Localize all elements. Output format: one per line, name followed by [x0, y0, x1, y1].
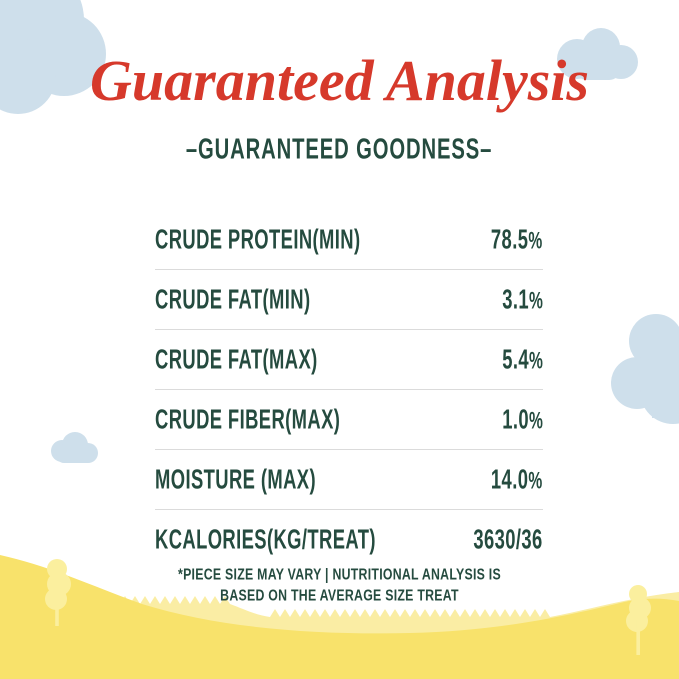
cloud-right-middle-icon — [611, 314, 679, 424]
table-row: CRUDE FAT(MIN) 3.1% — [155, 270, 543, 330]
row-value-unit: % — [528, 287, 543, 315]
row-value: 5.4% — [502, 343, 543, 376]
table-row: CRUDE FIBER(MAX) 1.0% — [155, 390, 543, 450]
row-value: 78.5% — [491, 223, 543, 256]
analysis-table: CRUDE PROTEIN(MIN) 78.5% CRUDE FAT(MIN) … — [155, 210, 543, 569]
page-title: Guaranteed Analysis — [90, 48, 589, 113]
row-value: 1.0% — [502, 403, 543, 436]
subtitle: –GUARANTEED GOODNESS– — [0, 132, 679, 165]
row-value-number: 5.4 — [501, 342, 529, 375]
table-row: CRUDE FAT(MAX) 5.4% — [155, 330, 543, 390]
table-row: CRUDE PROTEIN(MIN) 78.5% — [155, 210, 543, 270]
tree-right-icon — [626, 585, 651, 655]
row-label: CRUDE FAT(MIN) — [155, 282, 311, 315]
row-label: CRUDE FIBER(MAX) — [155, 402, 341, 435]
row-label: CRUDE FAT(MAX) — [155, 342, 318, 375]
row-value-unit: % — [528, 347, 543, 375]
row-value-unit: % — [528, 467, 543, 495]
row-value-number: 3.1 — [501, 282, 529, 315]
tree-left-icon — [45, 559, 71, 626]
row-label: MOISTURE (MAX) — [155, 462, 316, 495]
row-value-number: 78.5 — [491, 222, 529, 255]
cloud-top-right-icon — [557, 28, 638, 80]
row-label: KCALORIES(KG/TREAT) — [155, 522, 376, 555]
footnote: *PIECE SIZE MAY VARY | NUTRITIONAL ANALY… — [0, 564, 679, 606]
row-value: 14.0% — [491, 463, 543, 496]
row-value-unit: % — [528, 407, 543, 435]
row-value: 3.1% — [502, 283, 543, 316]
row-value: 3630/36 — [474, 523, 543, 556]
row-value-number: 14.0 — [491, 462, 529, 495]
row-label: CRUDE PROTEIN(MIN) — [155, 222, 361, 255]
table-row: KCALORIES(KG/TREAT) 3630/36 — [155, 510, 543, 569]
cloud-left-small-icon — [51, 432, 98, 463]
footnote-line-1: *PIECE SIZE MAY VARY | NUTRITIONAL ANALY… — [178, 564, 501, 583]
row-value-number: 3630/36 — [473, 522, 543, 555]
footnote-line-2: BASED ON THE AVERAGE SIZE TREAT — [220, 585, 459, 604]
subtitle-text: –GUARANTEED GOODNESS– — [186, 132, 493, 165]
front-hill-shape — [0, 555, 679, 679]
table-row: MOISTURE (MAX) 14.0% — [155, 450, 543, 510]
row-value-number: 1.0 — [501, 402, 529, 435]
cloud-top-left-icon — [0, 0, 106, 114]
row-value-unit: % — [528, 227, 543, 255]
